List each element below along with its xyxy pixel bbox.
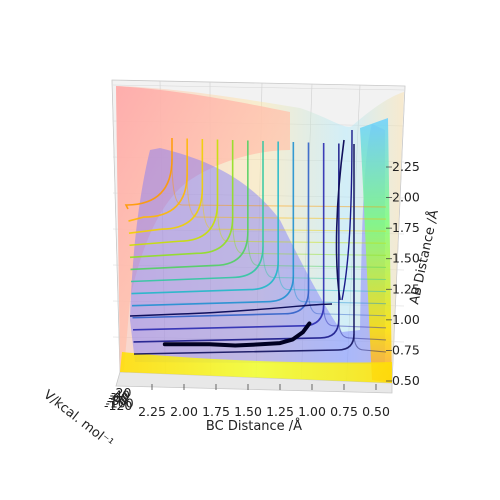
y-ticks: 0.50 0.75 1.00 1.25 1.50 1.75 2.00 2.25 <box>386 159 420 388</box>
y-tick-label: 1.50 <box>392 251 420 266</box>
contour-line <box>124 138 173 210</box>
x-tick-label: 2.00 <box>170 404 198 419</box>
contour-lines <box>124 129 387 355</box>
contour-line <box>216 202 387 244</box>
contour-line <box>129 140 234 259</box>
contour-line <box>335 139 345 301</box>
contour-line <box>129 139 219 247</box>
reaction-trajectory <box>162 321 312 348</box>
z-ticks: -120-100-80-60-40-20 <box>104 385 134 413</box>
contour-line <box>307 290 387 317</box>
x-tick-label: 1.25 <box>266 404 294 419</box>
x-tick-label: 0.50 <box>362 404 390 419</box>
contour-line <box>131 141 279 295</box>
contour-line <box>292 275 387 305</box>
z-tick-label: -20 <box>111 385 131 400</box>
contour-line <box>186 173 387 220</box>
y-tick-label: 2.25 <box>392 159 420 174</box>
z-tick-label: -40 <box>110 388 130 403</box>
trajectory-point <box>278 341 282 345</box>
x-tick-label: 1.00 <box>298 404 326 419</box>
contour-line <box>201 188 387 232</box>
x-ticks: 2.25 2.00 1.75 1.50 1.25 1.00 0.75 0.50 <box>138 384 390 419</box>
contour-line <box>130 141 264 283</box>
contour-line <box>171 158 387 208</box>
x-tick-label: 0.75 <box>330 404 358 419</box>
z-tick-label: -100 <box>105 395 133 410</box>
trajectory-point <box>291 337 295 342</box>
contour-line <box>341 129 353 301</box>
contour-line <box>277 261 387 293</box>
contour-line <box>338 319 387 341</box>
y-tick-label: 1.00 <box>392 312 420 327</box>
y-tick-label: 0.75 <box>392 342 420 357</box>
grid-line <box>111 79 121 373</box>
x-tick-label: 1.50 <box>234 404 262 419</box>
contour-line <box>131 142 295 307</box>
z-tick-label: -80 <box>107 393 127 408</box>
y-tick-label: 1.25 <box>392 281 420 296</box>
contour-line <box>130 140 249 271</box>
z-tick-label: -60 <box>108 390 128 405</box>
contour-line <box>129 303 333 317</box>
contour-line <box>128 139 204 234</box>
z-tick-label: -120 <box>104 398 132 413</box>
contour-line <box>353 333 387 353</box>
x-tick-label: 1.75 <box>202 404 230 419</box>
y-tick-label: 2.00 <box>392 190 420 205</box>
y-tick-label: 0.50 <box>392 373 420 388</box>
contour-line <box>128 138 188 222</box>
trajectory-point <box>163 342 167 346</box>
grid-line <box>391 85 406 383</box>
y-tick-label: 1.75 <box>392 220 420 235</box>
trajectory-point <box>182 342 186 346</box>
contour-line <box>132 142 310 319</box>
trajectory-point <box>301 330 305 334</box>
contour-line <box>262 246 387 281</box>
trajectory-point <box>307 321 312 326</box>
x-axis-label: BC Distance /Å <box>206 418 302 434</box>
contour-line <box>323 304 387 329</box>
trajectory-point <box>233 343 237 348</box>
trajectory-point <box>259 342 263 346</box>
contour-line <box>133 144 355 355</box>
grid-line <box>112 84 405 91</box>
x-tick-label: 2.25 <box>138 404 166 419</box>
contour-line <box>133 143 340 343</box>
trajectory-point <box>208 342 212 346</box>
